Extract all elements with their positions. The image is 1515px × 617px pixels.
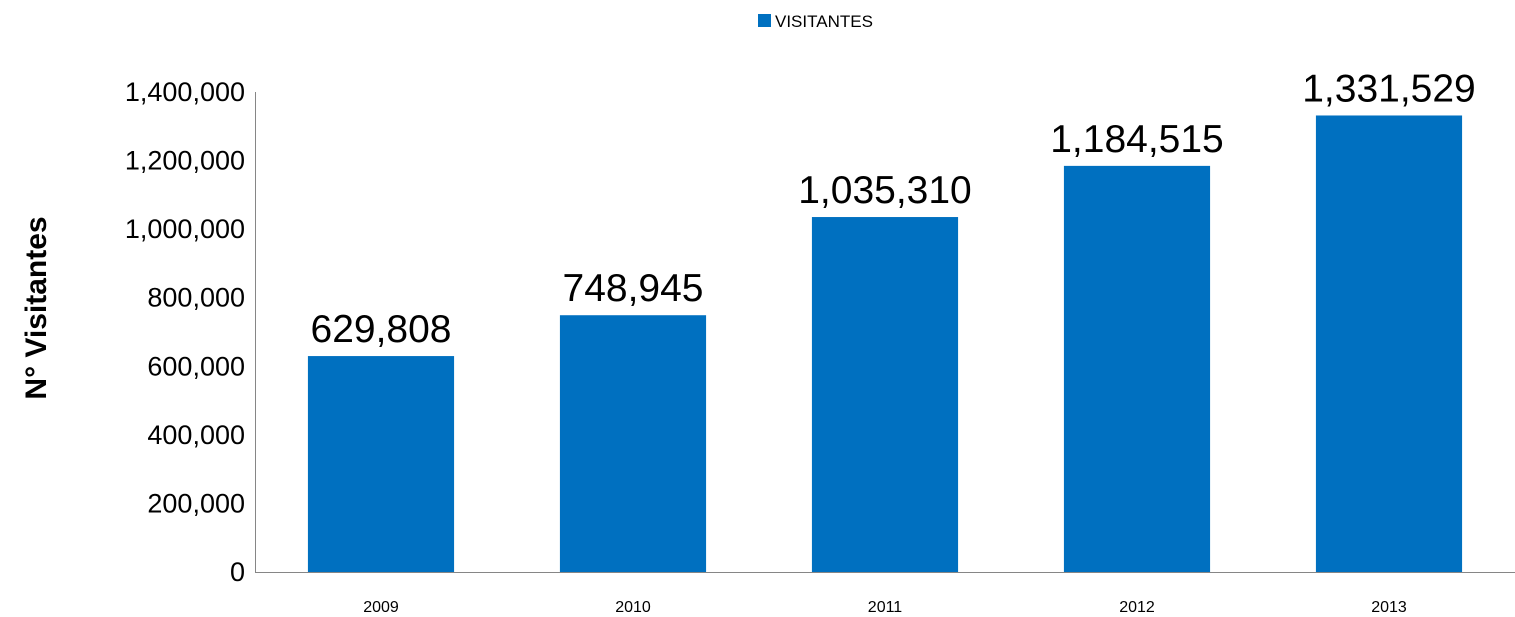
x-tick-label-2013: 2013 [1371, 599, 1407, 616]
y-axis-label: N° Visitantes [20, 216, 53, 399]
data-labels: 629,808 748,945 1,035,310 1,184,515 1,331,52… [311, 67, 1476, 351]
y-tick-label: 1,000,000 [125, 214, 245, 244]
data-label-2013: 1,331,529 [1302, 67, 1476, 110]
x-tick-labels: 2009 2010 2011 2012 2013 [363, 599, 1407, 616]
y-tick-label: 400,000 [147, 420, 245, 450]
y-tick-label: 200,000 [147, 488, 245, 518]
data-label-2011: 1,035,310 [798, 169, 972, 212]
y-tick-label: 0 [230, 557, 245, 587]
y-tick-label: 1,400,000 [125, 77, 245, 107]
y-tick-labels: 0 200,000 400,000 600,000 800,000 1,000,000 1,… [125, 77, 245, 587]
y-tick-label: 600,000 [147, 351, 245, 381]
bar-2012 [1063, 165, 1211, 573]
x-tick-label-2012: 2012 [1119, 599, 1155, 616]
bars [307, 115, 1463, 573]
x-tick-label-2010: 2010 [615, 599, 651, 616]
y-tick-label: 1,200,000 [125, 146, 245, 176]
x-tick-label-2009: 2009 [363, 599, 399, 616]
bar-2010 [559, 315, 707, 572]
y-tick-label: 800,000 [147, 283, 245, 313]
data-label-2009: 629,808 [311, 308, 452, 351]
legend-swatch-visitantes [758, 14, 771, 27]
bar-2011 [811, 217, 959, 573]
legend-label-visitantes: VISITANTES [775, 12, 873, 31]
bar-2009 [307, 356, 455, 572]
data-label-2012: 1,184,515 [1050, 118, 1224, 161]
bar-2013 [1315, 115, 1463, 572]
legend: VISITANTES [758, 12, 873, 31]
data-label-2010: 748,945 [563, 267, 704, 310]
x-tick-label-2011: 2011 [868, 599, 903, 616]
